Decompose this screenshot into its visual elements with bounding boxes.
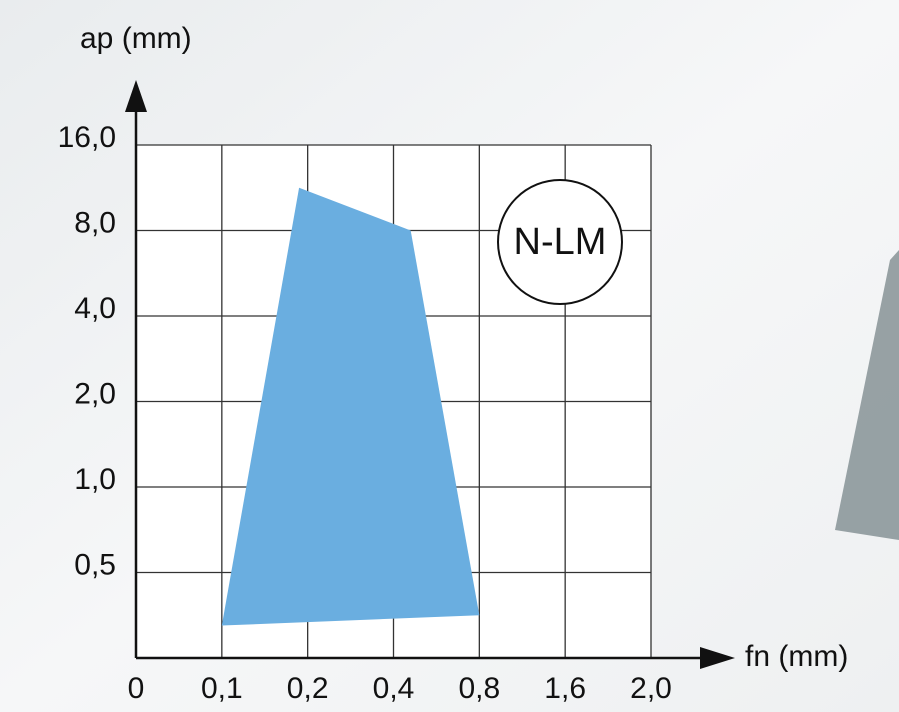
x-axis-label: fn (mm)	[745, 640, 848, 673]
chipbreaker-label: N-LM	[514, 221, 607, 263]
x-tick-label: 0,4	[373, 672, 415, 705]
y-tick-label: 8,0	[74, 206, 116, 239]
y-tick-label: 2,0	[74, 377, 116, 410]
y-tick-label: 16,0	[58, 121, 116, 154]
x-tick-label: 2,0	[630, 672, 672, 705]
x-tick-label: 0,8	[458, 672, 500, 705]
x-tick-label: 1,6	[544, 672, 586, 705]
x-tick-label: 0,1	[201, 672, 243, 705]
y-tick-label: 1,0	[74, 463, 116, 496]
y-tick-label: 0,5	[74, 548, 116, 581]
y-axis-label: ap (mm)	[80, 22, 192, 55]
x-tick-label: 0,2	[287, 672, 329, 705]
y-tick-label: 4,0	[74, 292, 116, 325]
chart: 0 0,1 0,2 0,4 0,8 1,6 2,0 0,5 1,0 2,0 4,0 8,0 16,0 N-…	[0, 0, 899, 712]
x-tick-label: 0	[128, 672, 145, 705]
